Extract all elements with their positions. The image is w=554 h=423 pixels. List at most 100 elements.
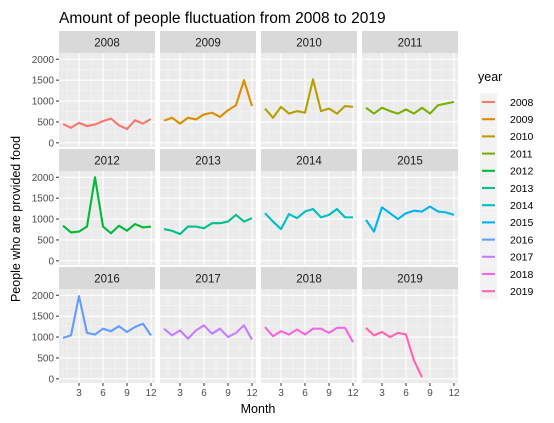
x-axis-title: Month [241,402,276,416]
y-tick-label: 0 [48,138,54,149]
x-tick-label: 6 [403,388,409,399]
x-tick-label: 9 [326,388,332,399]
strip-2013 [160,149,256,171]
legend-label-2014: 2014 [510,200,534,212]
series-line-2019 [365,327,423,378]
strip-label-2016: 2016 [94,274,120,286]
panel-2010: 2010 [261,31,357,147]
x-tick-label: 9 [225,388,231,399]
axes: 0 500 1000 1500 2000 0 500 1000 1500 2000 0 500 1000… [32,55,460,399]
panel-2013: 2013 [160,149,256,265]
strip-label-2014: 2014 [296,156,322,168]
panel-2008: 2008 [59,31,155,147]
panel-background-2009 [160,53,256,147]
legend-label-2009: 2009 [510,114,534,126]
series-line-2012 [62,176,152,235]
strip-2019 [362,267,458,289]
series-line-2014 [264,207,353,231]
strip-label-2012: 2012 [94,156,120,168]
y-tick-label: 1000 [32,215,55,226]
y-tick-label: 1500 [32,194,55,205]
panel-2018: 2018 [261,267,357,383]
x-tick-label: 9 [427,388,433,399]
legend-label-2016: 2016 [510,234,534,246]
panel-background-2013 [160,171,256,265]
panel-background-2019 [362,289,458,383]
legend-label-2017: 2017 [510,252,534,264]
y-tick-label: 1500 [32,76,55,87]
y-tick-label: 2000 [32,291,55,302]
strip-2015 [362,149,458,171]
panel-2019: 2019 [362,267,458,383]
strip-label-2015: 2015 [397,156,423,168]
series-line-2018 [264,326,354,343]
legend-label-2019: 2019 [510,286,534,298]
strip-label-2008: 2008 [94,38,120,50]
strip-2018 [261,267,357,289]
panel-background-2017 [160,289,256,383]
y-tick-label: 1500 [32,312,55,323]
y-tick-label: 500 [37,353,54,364]
panel-2016: 2016 [59,267,155,383]
series-line-2009 [163,79,254,125]
strip-label-2018: 2018 [296,274,322,286]
panel-2009: 2009 [160,31,256,147]
strip-2014 [261,149,357,171]
legend-label-2011: 2011 [510,148,533,160]
strip-label-2010: 2010 [296,38,322,50]
legend-label-2018: 2018 [510,269,534,281]
strip-label-2013: 2013 [195,156,221,168]
strip-2012 [59,149,155,171]
legend-label-2008: 2008 [510,97,534,109]
y-axis-title: People who are provided food [9,136,23,302]
panel-2015: 2015 [362,149,458,265]
x-tick-label: 12 [448,388,460,399]
strip-label-2009: 2009 [195,38,221,50]
strip-label-2019: 2019 [397,274,423,286]
y-tick-label: 2000 [32,55,55,66]
x-tick-label: 9 [124,388,130,399]
panel-background-2012 [59,171,155,265]
legend-label-2012: 2012 [510,166,534,178]
series-line-2015 [365,205,455,233]
x-tick-label: 6 [201,388,207,399]
x-tick-label: 6 [100,388,106,399]
y-tick-label: 500 [37,117,54,128]
legend: year 2008 2009 2010 2011 2012 2013 2014 2015 2016… [478,70,534,300]
strip-2011 [362,31,458,53]
strip-2016 [59,267,155,289]
y-tick-label: 2000 [32,173,55,184]
x-tick-label: 12 [145,388,157,399]
strip-label-2017: 2017 [195,274,221,286]
panel-background-2008 [59,53,155,147]
legend-label-2010: 2010 [510,131,534,143]
x-tick-label: 3 [177,388,183,399]
chart-title: Amount of people fluctuation from 2008 t… [59,10,386,27]
legend-label-2013: 2013 [510,183,534,195]
y-tick-label: 1000 [32,97,55,108]
y-tick-label: 1000 [32,333,55,344]
y-tick-label: 500 [37,235,54,246]
strip-2009 [160,31,256,53]
series-line-2013 [163,213,253,236]
x-tick-label: 12 [347,388,359,399]
panel-background-2018 [261,289,357,383]
panel-background-2011 [362,53,458,147]
x-tick-label: 3 [76,388,82,399]
x-tick-label: 6 [302,388,308,399]
panel-2014: 2014 [261,149,357,265]
strip-2010 [261,31,357,53]
panel-background-2016 [59,289,155,383]
series-line-2011 [365,100,455,115]
strip-label-2011: 2011 [398,38,423,50]
series-line-2016 [62,295,152,339]
panel-2017: 2017 [160,267,256,383]
y-tick-label: 0 [48,256,54,267]
x-tick-label: 3 [278,388,284,399]
strip-2017 [160,267,256,289]
x-tick-label: 12 [246,388,258,399]
series-line-2017 [163,324,253,341]
series-line-2010 [264,78,354,119]
panel-2012: 2012 [59,149,155,265]
